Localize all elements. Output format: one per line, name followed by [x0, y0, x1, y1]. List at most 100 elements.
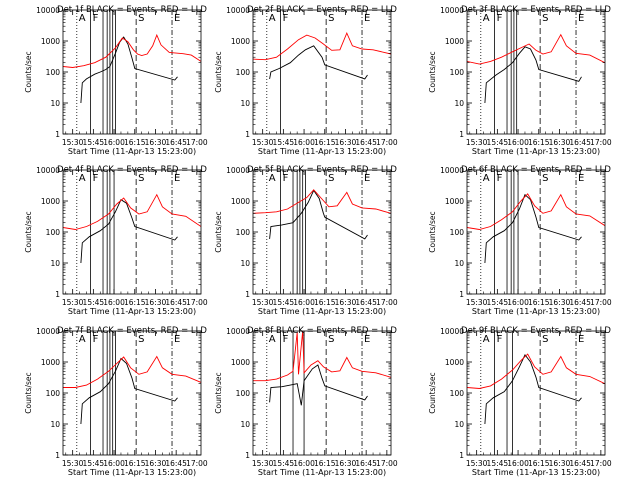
- plot-frame: [252, 330, 392, 456]
- marker-label: E: [364, 173, 370, 184]
- x-tick-label: 15:45: [487, 459, 509, 468]
- y-axis-label: Counts/sec: [428, 372, 437, 413]
- marker-label: E: [174, 334, 180, 345]
- y-tick-label: 10000: [440, 327, 464, 336]
- x-axis-label: Start Time (11-Apr-13 15:23:00): [68, 307, 196, 316]
- series-line-events: [484, 46, 582, 104]
- x-tick-label: 17:00: [590, 138, 612, 147]
- x-tick-label: 17:00: [186, 459, 208, 468]
- x-tick-label: 17:00: [590, 459, 612, 468]
- y-tick-label: 1: [459, 290, 464, 299]
- x-tick-label: 16:00: [293, 298, 315, 307]
- y-tick-label: 10: [50, 99, 60, 108]
- marker-label: A: [483, 173, 490, 184]
- marker-label: E: [578, 334, 584, 345]
- series-line-events: [80, 36, 178, 104]
- marker-label: F: [497, 173, 503, 184]
- y-tick-label: 10000: [226, 327, 250, 336]
- marker-label: S: [328, 13, 334, 24]
- y-tick-label: 100: [46, 228, 61, 237]
- y-tick-label: 10000: [440, 6, 464, 15]
- plot-frame: [62, 169, 202, 295]
- marker-label: S: [542, 13, 548, 24]
- marker-label: F: [283, 334, 289, 345]
- x-axis-label: Start Time (11-Apr-13 15:23:00): [258, 147, 386, 156]
- x-tick-label: 16:45: [165, 459, 187, 468]
- series-line-events: [80, 199, 178, 264]
- x-tick-label: 17:00: [376, 459, 398, 468]
- plot-frame: [62, 9, 202, 135]
- y-axis-label: Counts/sec: [214, 372, 223, 413]
- x-axis-label: Start Time (11-Apr-13 15:23:00): [472, 468, 600, 477]
- x-tick-label: 17:00: [590, 298, 612, 307]
- x-tick-label: 16:30: [335, 298, 357, 307]
- marker-label: E: [174, 173, 180, 184]
- x-tick-label: 16:45: [355, 459, 377, 468]
- marker-label: F: [93, 334, 99, 345]
- panel-title: Det 1f BLACK = Events, RED = LLD: [57, 5, 207, 15]
- y-tick-label: 1000: [41, 197, 60, 206]
- y-tick-label: 10000: [36, 6, 60, 15]
- marker-label: A: [269, 173, 276, 184]
- x-tick-label: 15:30: [466, 298, 488, 307]
- x-tick-label: 15:30: [466, 138, 488, 147]
- x-tick-label: 17:00: [376, 298, 398, 307]
- y-axis-label: Counts/sec: [428, 51, 437, 92]
- x-axis-label: Start Time (11-Apr-13 15:23:00): [68, 147, 196, 156]
- marker-label: A: [79, 13, 86, 24]
- y-tick-label: 10: [240, 259, 250, 268]
- series-line-lld: [63, 355, 201, 388]
- y-tick-label: 100: [46, 68, 61, 77]
- x-tick-label: 16:45: [355, 298, 377, 307]
- marker-label: F: [93, 173, 99, 184]
- y-tick-label: 1: [245, 130, 250, 139]
- marker-label: S: [138, 173, 144, 184]
- marker-label: S: [328, 173, 334, 184]
- panel-title: Det 6f BLACK = Events, RED = LLD: [461, 165, 611, 175]
- x-tick-label: 15:30: [252, 298, 274, 307]
- y-tick-label: 1000: [445, 37, 464, 46]
- y-axis-label: Counts/sec: [214, 211, 223, 252]
- marker-label: E: [578, 13, 584, 24]
- series-line-lld: [467, 353, 605, 389]
- marker-label: E: [578, 173, 584, 184]
- x-tick-label: 15:30: [62, 138, 84, 147]
- marker-label: A: [269, 334, 276, 345]
- x-tick-label: 16:15: [314, 138, 336, 147]
- plot-frame: [62, 330, 202, 456]
- y-tick-label: 10: [454, 99, 464, 108]
- x-tick-label: 15:30: [62, 459, 84, 468]
- x-tick-label: 15:45: [273, 459, 295, 468]
- x-tick-label: 16:00: [293, 459, 315, 468]
- y-tick-label: 1: [459, 130, 464, 139]
- x-tick-label: 16:45: [569, 298, 591, 307]
- x-tick-label: 16:00: [103, 138, 125, 147]
- marker-label: F: [93, 13, 99, 24]
- x-tick-label: 16:45: [165, 138, 187, 147]
- marker-label: A: [483, 334, 490, 345]
- y-tick-label: 10: [50, 259, 60, 268]
- y-tick-label: 100: [236, 389, 251, 398]
- x-tick-label: 16:15: [124, 459, 146, 468]
- y-tick-label: 1: [55, 130, 60, 139]
- y-tick-label: 1000: [231, 358, 250, 367]
- x-tick-label: 16:45: [569, 459, 591, 468]
- x-tick-label: 16:15: [528, 459, 550, 468]
- series-line-events: [269, 189, 368, 240]
- x-tick-label: 16:15: [528, 138, 550, 147]
- series-line-lld: [253, 31, 391, 61]
- panel-title: Det 9f BLACK = Events, RED = LLD: [461, 326, 611, 336]
- marker-label: S: [542, 173, 548, 184]
- x-axis-label: Start Time (11-Apr-13 15:23:00): [472, 147, 600, 156]
- series-line-events: [80, 357, 178, 425]
- y-tick-label: 10000: [440, 166, 464, 175]
- series-line-lld: [63, 193, 201, 230]
- series-line-events: [484, 193, 582, 264]
